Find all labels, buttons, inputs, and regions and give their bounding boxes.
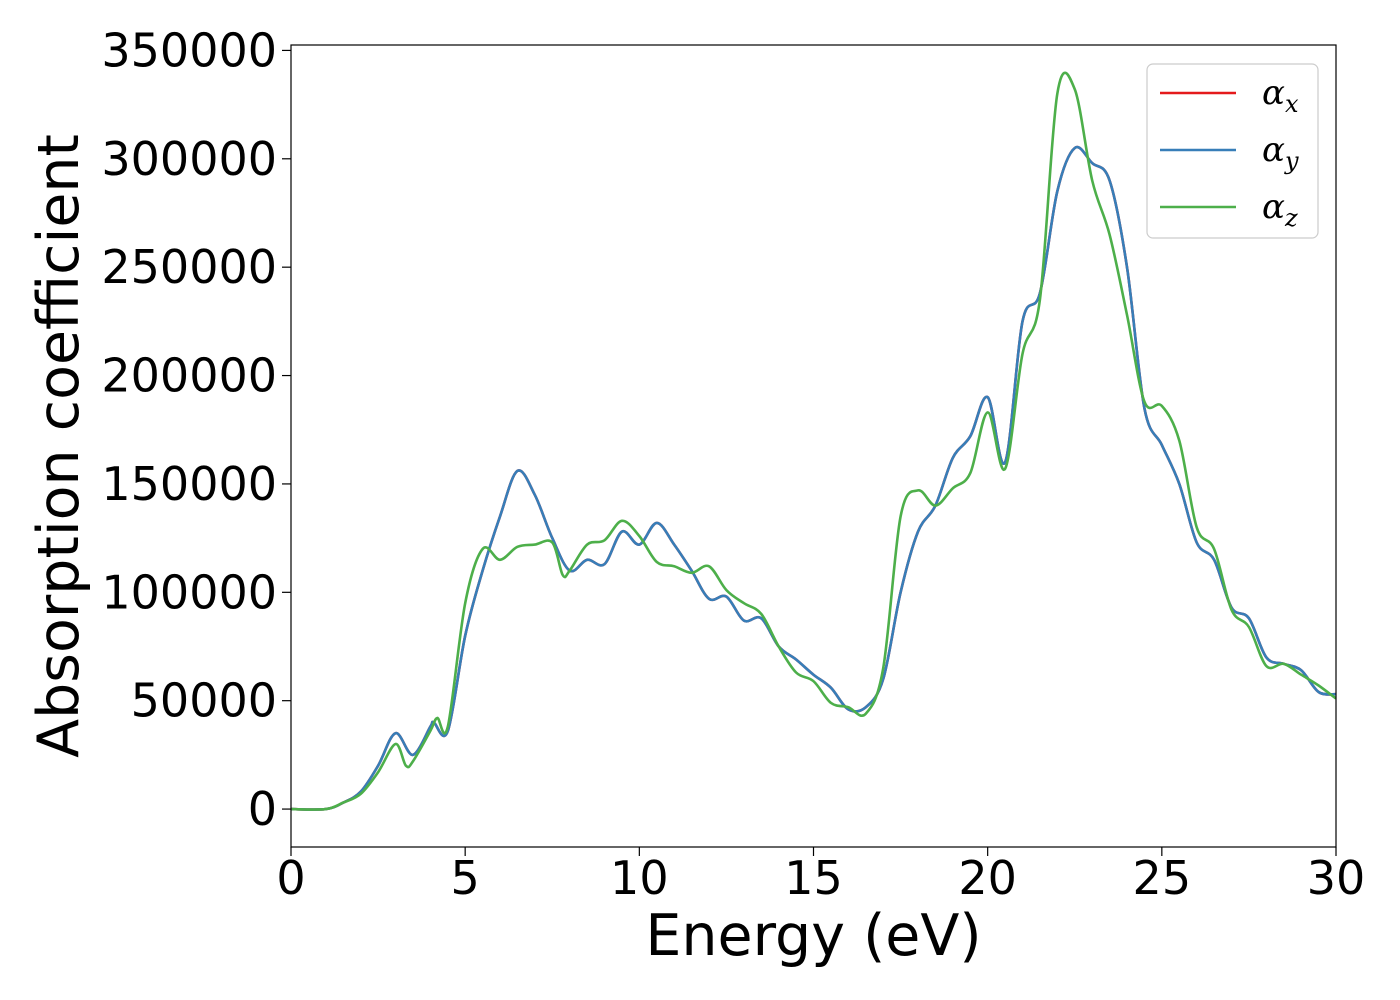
y-tick-label: 0 <box>248 782 277 836</box>
y-tick-label: 100000 <box>101 565 277 619</box>
x-tick-label: 20 <box>958 851 1017 905</box>
legend-label: αx <box>1262 73 1299 118</box>
series-line-α-y <box>291 145 1336 811</box>
y-tick-label: 50000 <box>131 674 277 728</box>
y-axis-title: Absorption coefficient <box>26 134 92 758</box>
series-layer <box>291 71 1336 811</box>
x-tick-label: 10 <box>610 851 669 905</box>
legend-label: αz <box>1262 187 1298 232</box>
y-tick-label: 200000 <box>101 349 277 403</box>
legend: αx αy αz <box>1146 63 1319 239</box>
y-tick-label: 150000 <box>101 457 277 511</box>
x-tick-label: 5 <box>451 851 480 905</box>
series-line-α-z <box>291 71 1336 811</box>
legend-label: αy <box>1262 130 1299 175</box>
x-axis-title: Energy (eV) <box>645 903 981 969</box>
y-tick-label: 250000 <box>101 240 277 294</box>
x-tick-label: 25 <box>1133 851 1192 905</box>
x-tick-label: 15 <box>784 851 843 905</box>
y-tick-label: 350000 <box>101 23 277 77</box>
ticks-layer: 0 5 10 15 20 25 30 0 50000 100000 150000 200000 2500… <box>101 23 1365 905</box>
y-tick-label: 300000 <box>101 132 277 186</box>
x-tick-label: 0 <box>276 851 305 905</box>
x-tick-label: 30 <box>1307 851 1366 905</box>
